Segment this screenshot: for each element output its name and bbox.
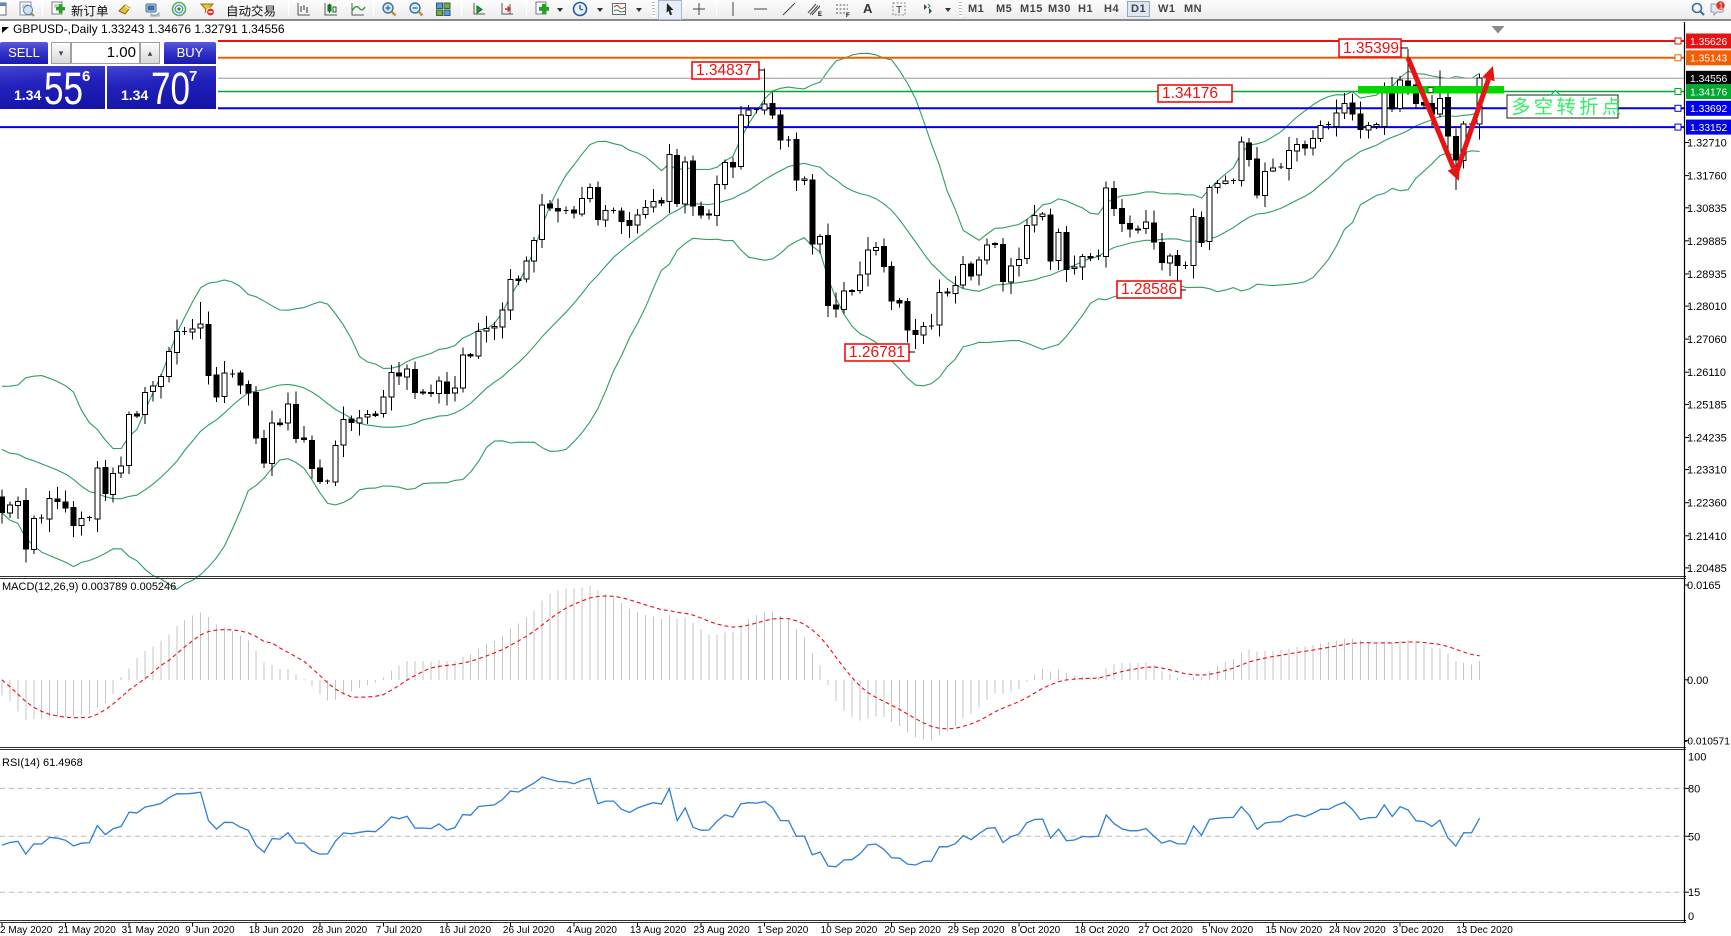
svg-text:T: T <box>896 5 902 16</box>
svg-text:E: E <box>818 12 822 18</box>
svg-text:1.26110: 1.26110 <box>1687 367 1726 379</box>
svg-text:1.35626: 1.35626 <box>1690 37 1727 48</box>
svg-text:1.30835: 1.30835 <box>1687 203 1727 215</box>
svg-text:1.26781: 1.26781 <box>849 344 905 361</box>
svg-text:1.22360: 1.22360 <box>1687 498 1727 510</box>
svg-text:20 Sep 2020: 20 Sep 2020 <box>884 925 941 936</box>
svg-text:16 Jul 2020: 16 Jul 2020 <box>439 925 491 936</box>
svg-text:13 Dec 2020: 13 Dec 2020 <box>1456 925 1513 936</box>
svg-text:RSI(14) 61.4968: RSI(14) 61.4968 <box>2 757 83 769</box>
svg-text:1 Sep 2020: 1 Sep 2020 <box>757 925 809 936</box>
svg-text:50: 50 <box>1688 831 1700 843</box>
svg-text:1.34176: 1.34176 <box>1162 85 1218 102</box>
svg-text:MACD(12,26,9) 0.003789 0.00524: MACD(12,26,9) 0.003789 0.005246 <box>2 581 176 593</box>
svg-text:1.28010: 1.28010 <box>1687 301 1727 313</box>
svg-text:27 Oct 2020: 27 Oct 2020 <box>1138 925 1193 936</box>
svg-text:1.24235: 1.24235 <box>1687 432 1727 444</box>
svg-text:8 Oct 2020: 8 Oct 2020 <box>1011 925 1060 936</box>
svg-text:3 Dec 2020: 3 Dec 2020 <box>1393 925 1445 936</box>
svg-text:1.33692: 1.33692 <box>1690 104 1727 115</box>
svg-text:0: 0 <box>1688 911 1694 923</box>
svg-text:31 May 2020: 31 May 2020 <box>122 925 180 936</box>
svg-text:24 Nov 2020: 24 Nov 2020 <box>1329 925 1386 936</box>
svg-text:100: 100 <box>1688 752 1706 764</box>
svg-text:-0.010571: -0.010571 <box>1684 737 1730 748</box>
svg-text:0.00: 0.00 <box>1687 675 1708 687</box>
svg-text:21 May 2020: 21 May 2020 <box>58 925 116 936</box>
svg-text:1.27060: 1.27060 <box>1687 334 1727 346</box>
svg-text:GBPUSD-,Daily 1.33243 1.34676: GBPUSD-,Daily 1.33243 1.34676 1.32791 1.… <box>13 22 285 36</box>
svg-text:13 Aug 2020: 13 Aug 2020 <box>630 925 687 936</box>
svg-text:29 Sep 2020: 29 Sep 2020 <box>948 925 1005 936</box>
svg-text:9 Jun 2020: 9 Jun 2020 <box>185 925 235 936</box>
svg-text:1.25185: 1.25185 <box>1687 399 1727 411</box>
svg-text:1.35143: 1.35143 <box>1690 54 1727 65</box>
svg-text:1.29885: 1.29885 <box>1687 236 1727 248</box>
svg-text:0.0165: 0.0165 <box>1687 580 1721 592</box>
svg-text:1.31760: 1.31760 <box>1687 171 1727 183</box>
svg-text:12 May 2020: 12 May 2020 <box>0 925 53 936</box>
svg-text:1.34176: 1.34176 <box>1690 87 1727 98</box>
svg-text:1.34556: 1.34556 <box>1690 74 1727 85</box>
svg-text:1.34837: 1.34837 <box>696 62 752 79</box>
svg-text:1.21410: 1.21410 <box>1687 531 1727 543</box>
svg-text:7 Jul 2020: 7 Jul 2020 <box>376 925 423 936</box>
svg-text:23 Aug 2020: 23 Aug 2020 <box>694 925 751 936</box>
svg-text:1.32710: 1.32710 <box>1687 138 1727 150</box>
svg-text:1.23310: 1.23310 <box>1687 465 1727 477</box>
svg-text:1: 1 <box>1719 1 1724 10</box>
svg-text:1.35399: 1.35399 <box>1343 40 1399 57</box>
svg-text:1.28935: 1.28935 <box>1687 269 1727 281</box>
svg-text:28 Jun 2020: 28 Jun 2020 <box>312 925 367 936</box>
svg-text:26 Jul 2020: 26 Jul 2020 <box>503 925 555 936</box>
svg-text:1.20485: 1.20485 <box>1687 563 1727 575</box>
svg-text:15 Nov 2020: 15 Nov 2020 <box>1266 925 1323 936</box>
svg-text:15: 15 <box>1688 887 1700 899</box>
svg-text:18 Jun 2020: 18 Jun 2020 <box>249 925 304 936</box>
svg-text:F: F <box>846 13 850 18</box>
svg-text:80: 80 <box>1688 783 1700 795</box>
svg-text:18 Oct 2020: 18 Oct 2020 <box>1075 925 1130 936</box>
svg-text:1.28586: 1.28586 <box>1121 281 1177 298</box>
svg-text:4 Aug 2020: 4 Aug 2020 <box>566 925 617 936</box>
svg-text:5 Nov 2020: 5 Nov 2020 <box>1202 925 1254 936</box>
svg-text:1.33152: 1.33152 <box>1690 123 1727 134</box>
svg-text:10 Sep 2020: 10 Sep 2020 <box>821 925 878 936</box>
